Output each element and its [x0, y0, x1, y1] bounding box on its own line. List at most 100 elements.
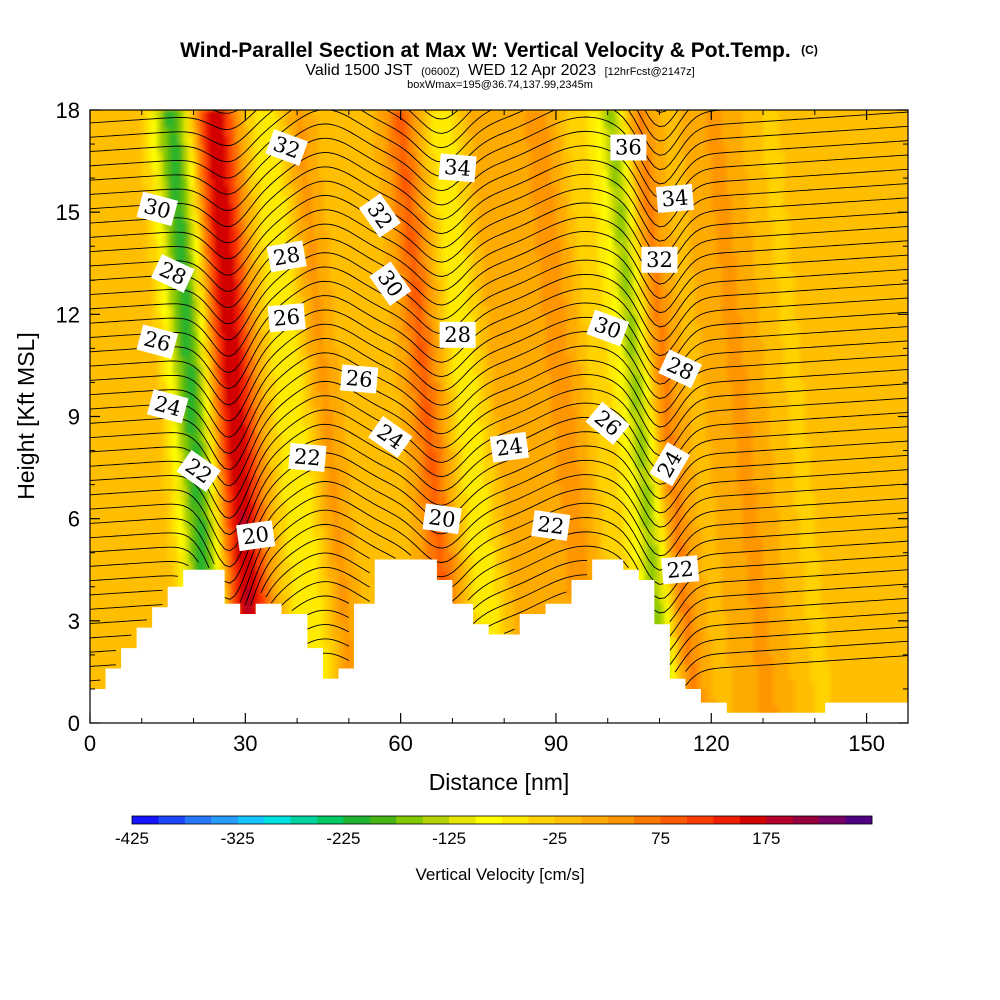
w-cell	[581, 161, 588, 171]
w-cell	[405, 203, 412, 213]
w-cell	[416, 203, 422, 213]
w-cell	[307, 527, 314, 537]
w-cell	[198, 544, 205, 554]
w-cell	[545, 425, 552, 435]
w-cell	[587, 561, 593, 571]
w-cell	[483, 586, 490, 596]
w-cell	[250, 322, 257, 332]
w-cell	[561, 561, 567, 571]
w-cell	[467, 484, 474, 494]
w-cell	[607, 305, 614, 315]
w-cell	[483, 127, 490, 137]
w-cell	[276, 110, 283, 120]
w-cell	[214, 493, 221, 503]
w-cell	[431, 433, 438, 443]
w-cell	[540, 195, 547, 205]
w-cell	[483, 425, 490, 435]
w-cell	[214, 322, 221, 332]
w-cell	[286, 331, 293, 341]
w-cell	[146, 237, 153, 247]
w-cell	[519, 254, 526, 264]
w-cell	[447, 288, 454, 298]
w-cell	[255, 459, 262, 469]
w-cell	[188, 518, 195, 528]
w-cell	[302, 127, 309, 137]
w-cell	[209, 561, 215, 571]
w-cell	[328, 356, 334, 367]
w-cell	[178, 476, 184, 486]
w-cell	[550, 535, 557, 545]
w-cell	[607, 339, 614, 349]
w-cell	[436, 263, 443, 273]
w-cell	[229, 595, 236, 605]
w-cell	[234, 407, 241, 418]
w-cell	[302, 365, 309, 375]
w-cell	[436, 535, 443, 545]
w-cell	[436, 229, 443, 239]
w-cell	[307, 629, 314, 639]
w-cell	[431, 365, 438, 375]
w-cell	[478, 195, 485, 205]
w-cell	[410, 203, 417, 213]
w-cell	[307, 152, 314, 162]
w-cell	[291, 110, 298, 120]
w-cell	[214, 399, 221, 409]
w-cell	[343, 646, 350, 656]
w-cell	[524, 339, 531, 349]
w-cell	[488, 280, 495, 290]
w-cell	[322, 578, 329, 588]
w-cell	[514, 561, 521, 571]
w-cell	[416, 510, 422, 520]
w-cell	[317, 178, 324, 188]
w-cell	[545, 297, 552, 307]
w-cell	[245, 518, 252, 528]
w-cell	[260, 127, 267, 137]
w-cell	[172, 212, 179, 222]
w-cell	[162, 220, 169, 230]
w-cell	[483, 442, 490, 452]
w-cell	[250, 331, 257, 341]
w-cell	[172, 339, 179, 349]
w-cell	[276, 484, 283, 494]
w-cell	[286, 203, 293, 213]
w-cell	[188, 373, 195, 384]
w-cell	[178, 382, 184, 392]
w-cell	[602, 476, 609, 486]
w-cell	[400, 382, 407, 392]
w-cell	[483, 569, 490, 579]
w-cell	[338, 535, 345, 545]
w-cell	[172, 169, 179, 179]
w-cell	[467, 561, 474, 571]
w-cell	[240, 186, 246, 196]
w-cell	[255, 382, 262, 392]
w-cell	[152, 110, 158, 120]
w-cell	[219, 110, 226, 120]
w-cell	[188, 382, 195, 392]
w-cell	[172, 135, 179, 145]
w-cell	[447, 314, 454, 324]
w-cell	[255, 450, 262, 460]
w-cell	[379, 186, 386, 196]
w-cell	[167, 365, 174, 375]
w-cell	[281, 178, 288, 188]
w-cell	[602, 510, 609, 520]
w-cell	[524, 467, 531, 477]
w-cell	[597, 390, 604, 401]
w-cell	[509, 467, 516, 477]
w-cell	[302, 535, 309, 545]
w-cell	[219, 254, 226, 264]
w-cell	[555, 467, 562, 477]
w-cell	[172, 178, 179, 188]
w-cell	[317, 612, 324, 622]
w-cell	[276, 442, 283, 452]
w-cell	[214, 331, 221, 341]
w-cell	[307, 493, 314, 503]
w-cell	[607, 450, 614, 460]
w-cell	[416, 518, 422, 528]
w-cell	[333, 476, 340, 486]
w-cell	[452, 127, 459, 137]
w-cell	[473, 339, 479, 349]
w-cell	[312, 127, 319, 137]
w-cell	[183, 212, 189, 222]
w-cell	[260, 544, 267, 554]
